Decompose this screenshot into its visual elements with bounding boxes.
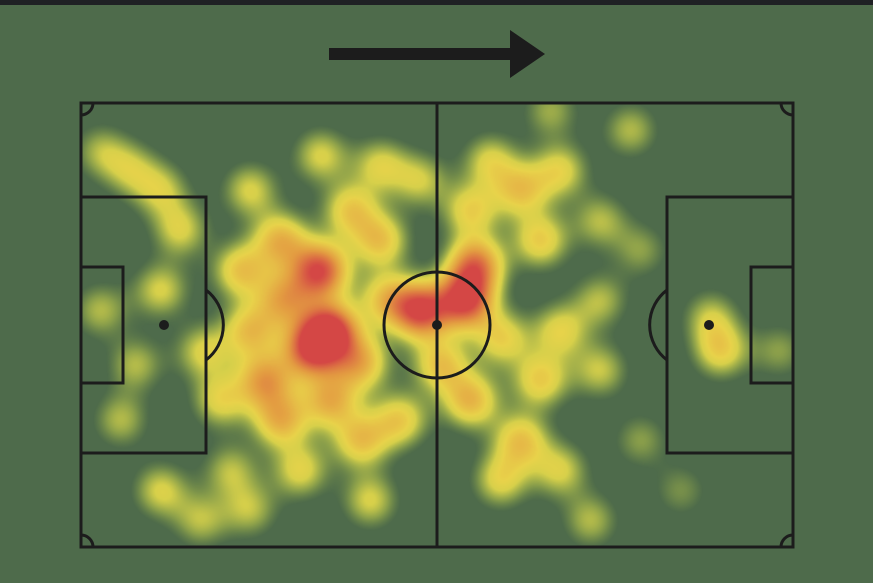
right-penalty-spot	[704, 320, 714, 330]
right-penalty-box	[665, 195, 795, 455]
attack-direction-arrow	[329, 30, 545, 78]
left-penalty-spot	[159, 320, 169, 330]
center-circle	[382, 270, 492, 380]
left-penalty-box	[79, 195, 208, 455]
left-penalty-arc	[205, 288, 225, 362]
center-spot	[432, 320, 442, 330]
corner-arc-bottom-left	[80, 533, 95, 548]
corner-arc-top-right	[779, 102, 794, 117]
left-six-yard-box	[79, 265, 125, 385]
right-six-yard-box	[749, 265, 795, 385]
right-penalty-arc	[648, 288, 668, 362]
corner-arc-top-left	[80, 102, 95, 117]
corner-arc-bottom-right	[779, 533, 794, 548]
